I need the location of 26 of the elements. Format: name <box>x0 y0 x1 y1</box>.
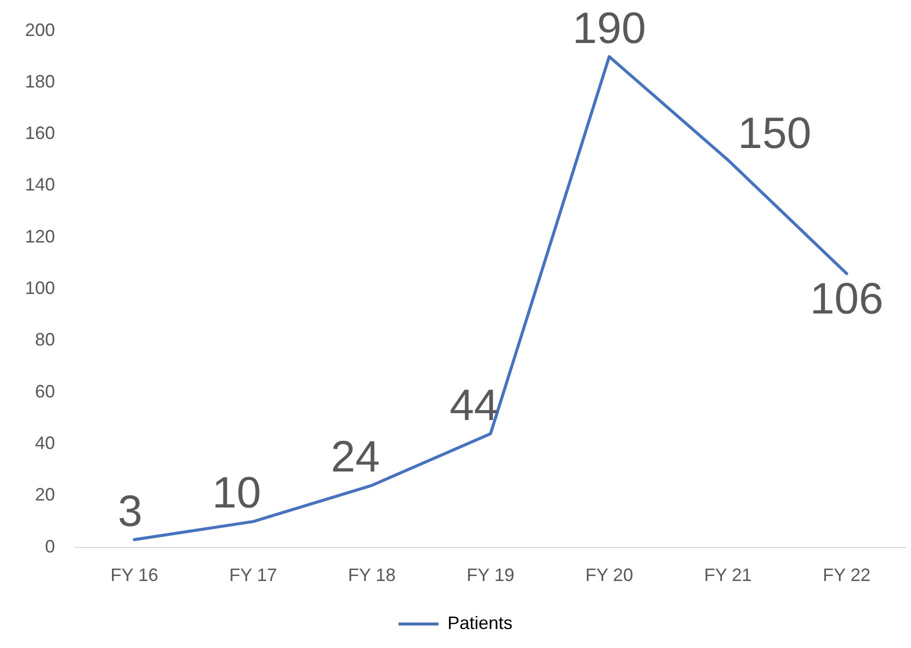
x-tick-label: FY 22 <box>822 565 870 586</box>
y-tick-label: 40 <box>35 433 56 454</box>
data-label: 150 <box>738 109 812 158</box>
y-tick-label: 100 <box>24 278 56 298</box>
data-label: 44 <box>450 380 499 430</box>
x-tick-label: FY 19 <box>466 565 514 586</box>
data-label: 190 <box>572 4 646 53</box>
y-tick-label: 180 <box>24 71 56 92</box>
x-tick-label: FY 21 <box>704 565 752 586</box>
y-tick-label: 200 <box>24 20 56 40</box>
y-tick-label: 160 <box>24 123 56 144</box>
data-label: 3 <box>118 486 142 536</box>
legend-label: Patients <box>447 612 513 633</box>
x-tick-label: FY 18 <box>348 565 396 586</box>
y-tick-label: 140 <box>24 174 56 195</box>
y-tick-label: 20 <box>35 484 56 505</box>
x-tick-label: FY 17 <box>229 565 277 586</box>
y-tick-label: 60 <box>35 381 56 402</box>
y-tick-label: 120 <box>24 226 56 246</box>
data-label: 10 <box>212 468 262 518</box>
y-tick-label: 0 <box>45 536 56 556</box>
data-label: 24 <box>330 432 380 482</box>
data-label: 106 <box>810 274 884 324</box>
x-tick-label: FY 20 <box>585 565 634 586</box>
y-tick-label: 80 <box>35 330 56 350</box>
x-tick-label: FY 16 <box>110 565 158 586</box>
